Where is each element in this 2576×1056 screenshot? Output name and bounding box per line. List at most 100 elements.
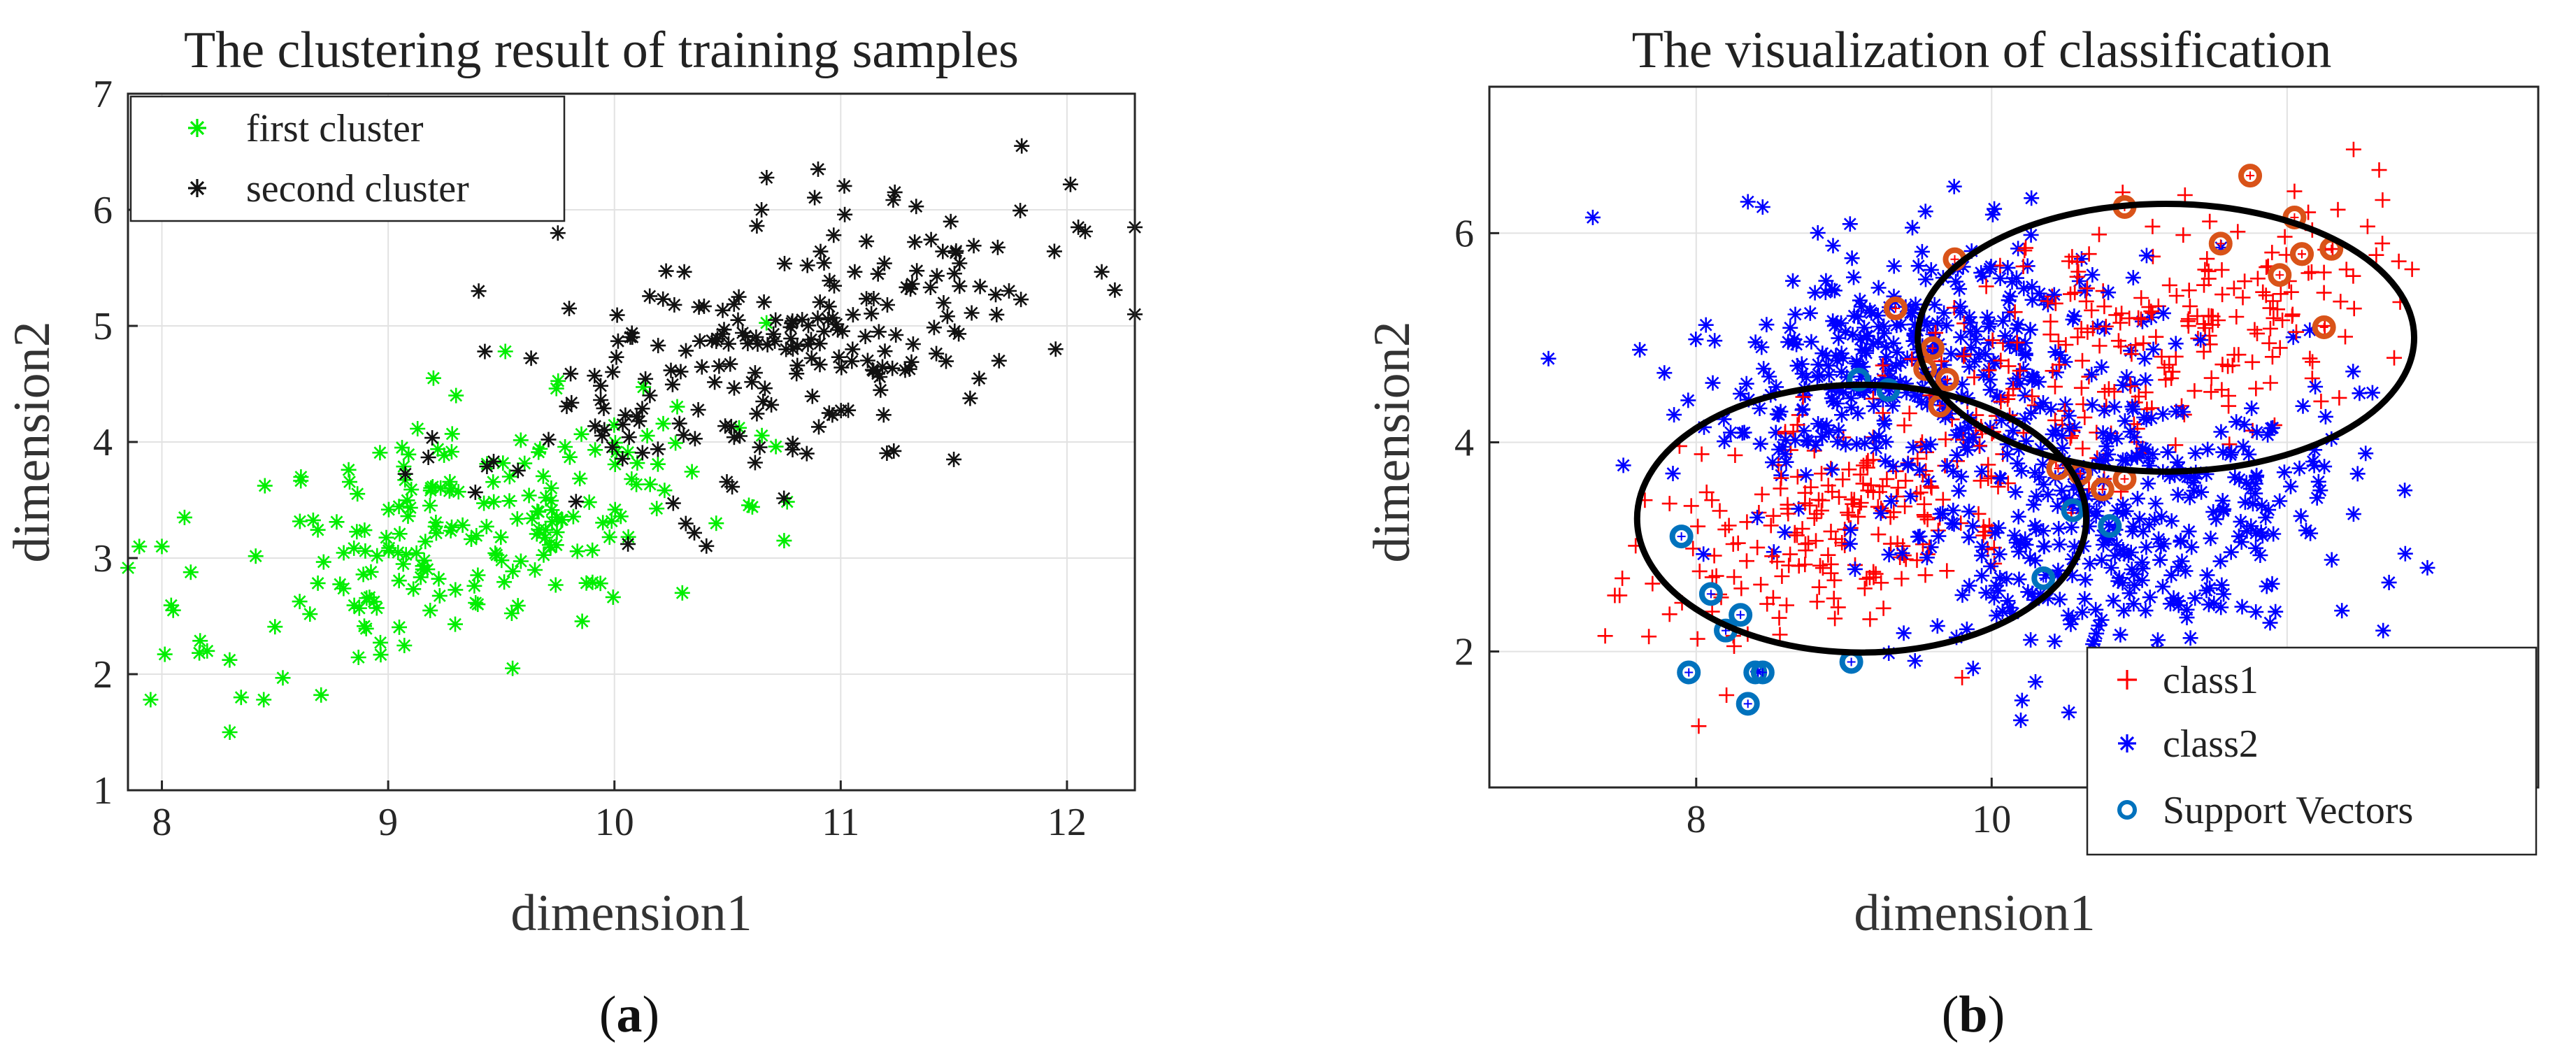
class2-point — [1959, 442, 1975, 458]
second-cluster-point — [785, 341, 801, 357]
class1-point — [2017, 243, 2033, 259]
class2-point — [2334, 603, 2350, 619]
class2-point — [1818, 273, 1834, 289]
class1-point — [2283, 284, 2299, 300]
first-cluster-point — [605, 589, 621, 605]
class1-point — [1661, 606, 1677, 622]
class2-point — [1824, 390, 1840, 406]
first-cluster-point — [341, 462, 357, 478]
second-cluster-point — [671, 415, 687, 431]
class1-point — [1824, 484, 1840, 500]
class2-point — [2027, 518, 2043, 534]
class2-point — [2111, 570, 2127, 586]
class2-point — [2244, 400, 2260, 416]
first-cluster-point — [413, 569, 429, 585]
first-cluster-point — [448, 387, 464, 404]
class2-point — [1965, 429, 1981, 445]
second-cluster-point — [857, 329, 873, 345]
class1-point — [1641, 629, 1657, 645]
second-cluster-point — [864, 306, 880, 322]
class2-point — [2155, 578, 2170, 594]
class2-point — [1919, 550, 1935, 566]
second-cluster-point — [907, 234, 923, 250]
class2-point — [1768, 379, 1784, 395]
first-cluster-point — [355, 566, 371, 583]
first-cluster-point — [501, 469, 517, 485]
class1-point — [2331, 390, 2347, 406]
class2-point — [1965, 518, 1981, 534]
second-cluster-point — [875, 359, 890, 375]
class1-point — [2266, 310, 2282, 326]
class2-point — [1962, 315, 1978, 331]
second-cluster-point — [692, 333, 708, 349]
class1-point — [2075, 352, 2090, 369]
class2-point — [1905, 220, 1920, 236]
class1-point — [2375, 192, 2391, 208]
class2-point — [1842, 216, 1858, 232]
class2-point — [2048, 422, 2064, 438]
second-cluster-point — [731, 289, 747, 305]
class2-point — [2248, 604, 2264, 620]
second-cluster-point — [726, 296, 742, 312]
class2-point — [1914, 243, 1930, 259]
class2-point — [1961, 578, 1977, 594]
class2-point — [2017, 345, 2033, 362]
class2-point — [1886, 258, 1902, 274]
class2-point — [2040, 487, 2056, 503]
class1-point — [1966, 369, 1982, 385]
second-cluster-point — [905, 336, 921, 352]
first-cluster-point — [565, 508, 581, 525]
class2-point — [2375, 622, 2391, 638]
class1-point — [1769, 554, 1785, 570]
class1-point — [1898, 551, 1914, 567]
second-cluster-point — [615, 416, 631, 432]
class2-point — [1987, 201, 2003, 217]
class1-point — [1814, 466, 1829, 482]
second-cluster-point — [609, 307, 625, 323]
class1-point — [2075, 441, 2091, 457]
class2-point — [1756, 361, 1772, 377]
class1-point — [2009, 334, 2025, 350]
first-cluster-point — [494, 552, 510, 569]
second-cluster-point — [938, 353, 954, 369]
class2-point — [1870, 334, 1886, 350]
class1-point — [2182, 298, 2198, 314]
first-cluster-point — [199, 643, 215, 659]
second-cluster-point — [948, 243, 964, 259]
first-cluster-point — [192, 645, 208, 661]
second-cluster-point — [951, 326, 967, 342]
class1-point — [1706, 548, 1722, 564]
first-cluster-point — [601, 529, 617, 545]
class2-point — [1794, 402, 1810, 418]
class2-point — [2026, 497, 2042, 513]
class1-point — [1726, 569, 1742, 585]
class1-point — [2338, 329, 2353, 345]
first-cluster-point — [581, 494, 597, 511]
class1-point — [2091, 338, 2108, 354]
second-cluster-point — [826, 227, 842, 243]
panel-a-y-tick-label: 5 — [93, 305, 113, 348]
class2-point — [1810, 369, 1825, 385]
class2-point — [1886, 335, 1901, 351]
class2-point — [1846, 308, 1862, 324]
class2-point — [2088, 508, 2104, 524]
first-cluster-point — [744, 499, 760, 515]
class2-point — [2074, 604, 2090, 620]
class2-point — [2024, 292, 2040, 308]
first-cluster-point — [275, 670, 291, 686]
class1-point — [1980, 457, 1996, 473]
class1-point — [2091, 227, 2107, 243]
first-cluster-point — [176, 509, 192, 525]
second-cluster-point — [752, 439, 768, 455]
class2-point — [2061, 704, 2077, 720]
first-cluster-point — [443, 444, 459, 459]
class2-point — [1912, 462, 1928, 478]
first-cluster-point — [373, 634, 388, 650]
class2-point — [2047, 344, 2063, 360]
first-cluster-point — [401, 446, 417, 462]
first-cluster-point — [470, 567, 486, 583]
panel-a-y-tick-label: 1 — [93, 769, 113, 813]
class2-point — [2147, 496, 2163, 511]
class2-point — [2065, 311, 2081, 327]
class2-point — [1929, 618, 1945, 634]
